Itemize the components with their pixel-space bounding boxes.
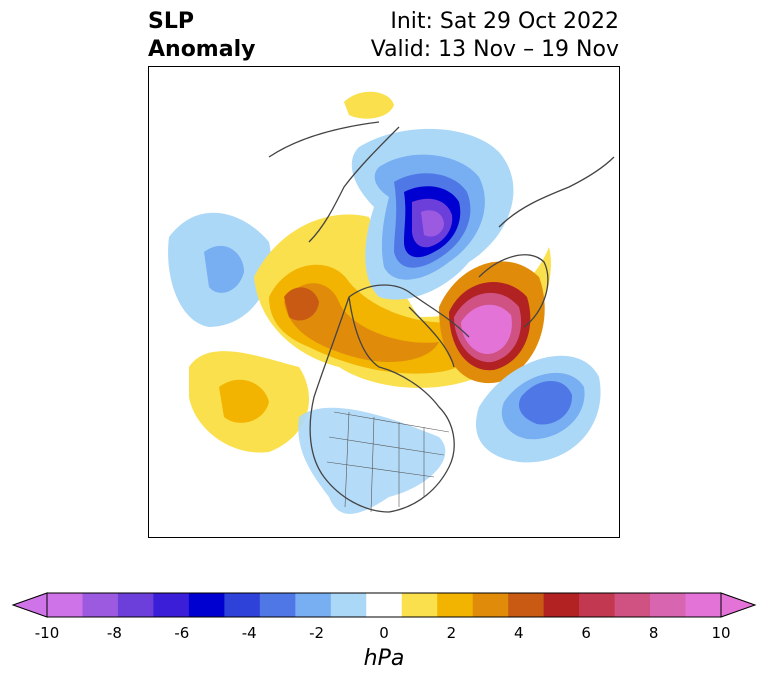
colorbar-tick-label: -10 (34, 624, 60, 642)
colorbar-cell (366, 593, 403, 617)
anomaly-map (148, 66, 620, 538)
colorbar-unit-label: hPa (363, 646, 405, 671)
colorbar (11, 592, 757, 618)
colorbar-cell (508, 593, 545, 617)
colorbar-cell (614, 593, 651, 617)
valid-range: Valid: 13 Nov – 19 Nov (370, 37, 619, 62)
colorbar-extend-left (11, 592, 48, 618)
colorbar-tick-label: 10 (711, 624, 731, 642)
title-line-2: Anomaly (148, 37, 256, 62)
colorbar-cell (579, 593, 616, 617)
colorbar-tick-label: 4 (514, 624, 524, 642)
title-line-1: SLP (148, 9, 194, 34)
colorbar-tick-label: 2 (446, 624, 457, 642)
colorbar-cell (401, 593, 438, 617)
colorbar-cell (295, 593, 332, 617)
colorbar-extend-right (720, 592, 757, 618)
colorbar-tick-label: -2 (309, 624, 325, 642)
state-borders (326, 411, 450, 513)
coastlines (268, 121, 615, 513)
colorbar-cell (472, 593, 509, 617)
map-svg (149, 67, 619, 537)
colorbar-cell (437, 593, 474, 617)
colorbar-cell (224, 593, 261, 617)
colorbar-cell (650, 593, 687, 617)
title-left: SLP Anomaly (148, 8, 255, 64)
colorbar-cell (543, 593, 580, 617)
colorbar-cells (47, 593, 722, 617)
colorbar-tick-label: 8 (648, 624, 659, 642)
colorbar-tick-label: -4 (241, 624, 257, 642)
colorbar-cell (188, 593, 225, 617)
colorbar-cell (117, 593, 154, 617)
colorbar-tick-label: -8 (106, 624, 122, 642)
colorbar-cell (259, 593, 296, 617)
init-date: Init: Sat 29 Oct 2022 (390, 9, 619, 34)
colorbar-cell (82, 593, 119, 617)
colorbar-tick-label: 0 (379, 624, 389, 642)
colorbar-cell (685, 593, 722, 617)
title-right: Init: Sat 29 Oct 2022 Valid: 13 Nov – 19… (371, 8, 619, 64)
colorbar-tick-label: -6 (174, 624, 190, 642)
colorbar-cell (330, 593, 367, 617)
colorbar-cell (153, 593, 190, 617)
colorbar-tick-label: 6 (581, 624, 591, 642)
colorbar-cell (47, 593, 83, 617)
